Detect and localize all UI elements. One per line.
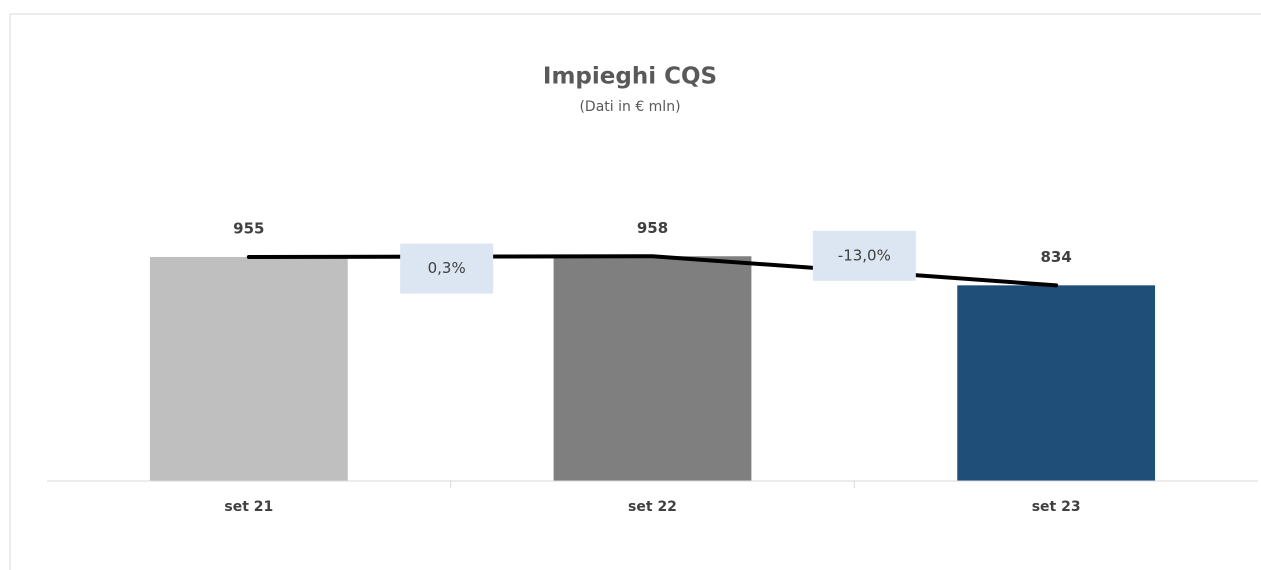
x-tick-label: set 21: [224, 499, 273, 515]
trend-line: [246, 254, 1059, 288]
x-tick-label: set 22: [628, 499, 677, 515]
change-label: -13,0%: [838, 246, 891, 264]
change-label: 0,3%: [428, 259, 466, 277]
bar: [553, 256, 752, 481]
data-label: 834: [1041, 248, 1072, 266]
chart-title: Impieghi CQS: [543, 64, 717, 90]
data-label: 955: [233, 219, 264, 237]
change-box: [400, 243, 494, 294]
x-tick-label: set 23: [1032, 499, 1081, 515]
bar: [957, 285, 1156, 481]
data-label: 958: [637, 219, 668, 237]
change-box: [812, 230, 916, 281]
bar: [149, 256, 348, 481]
chart-subtitle: (Dati in € mln): [579, 99, 680, 115]
